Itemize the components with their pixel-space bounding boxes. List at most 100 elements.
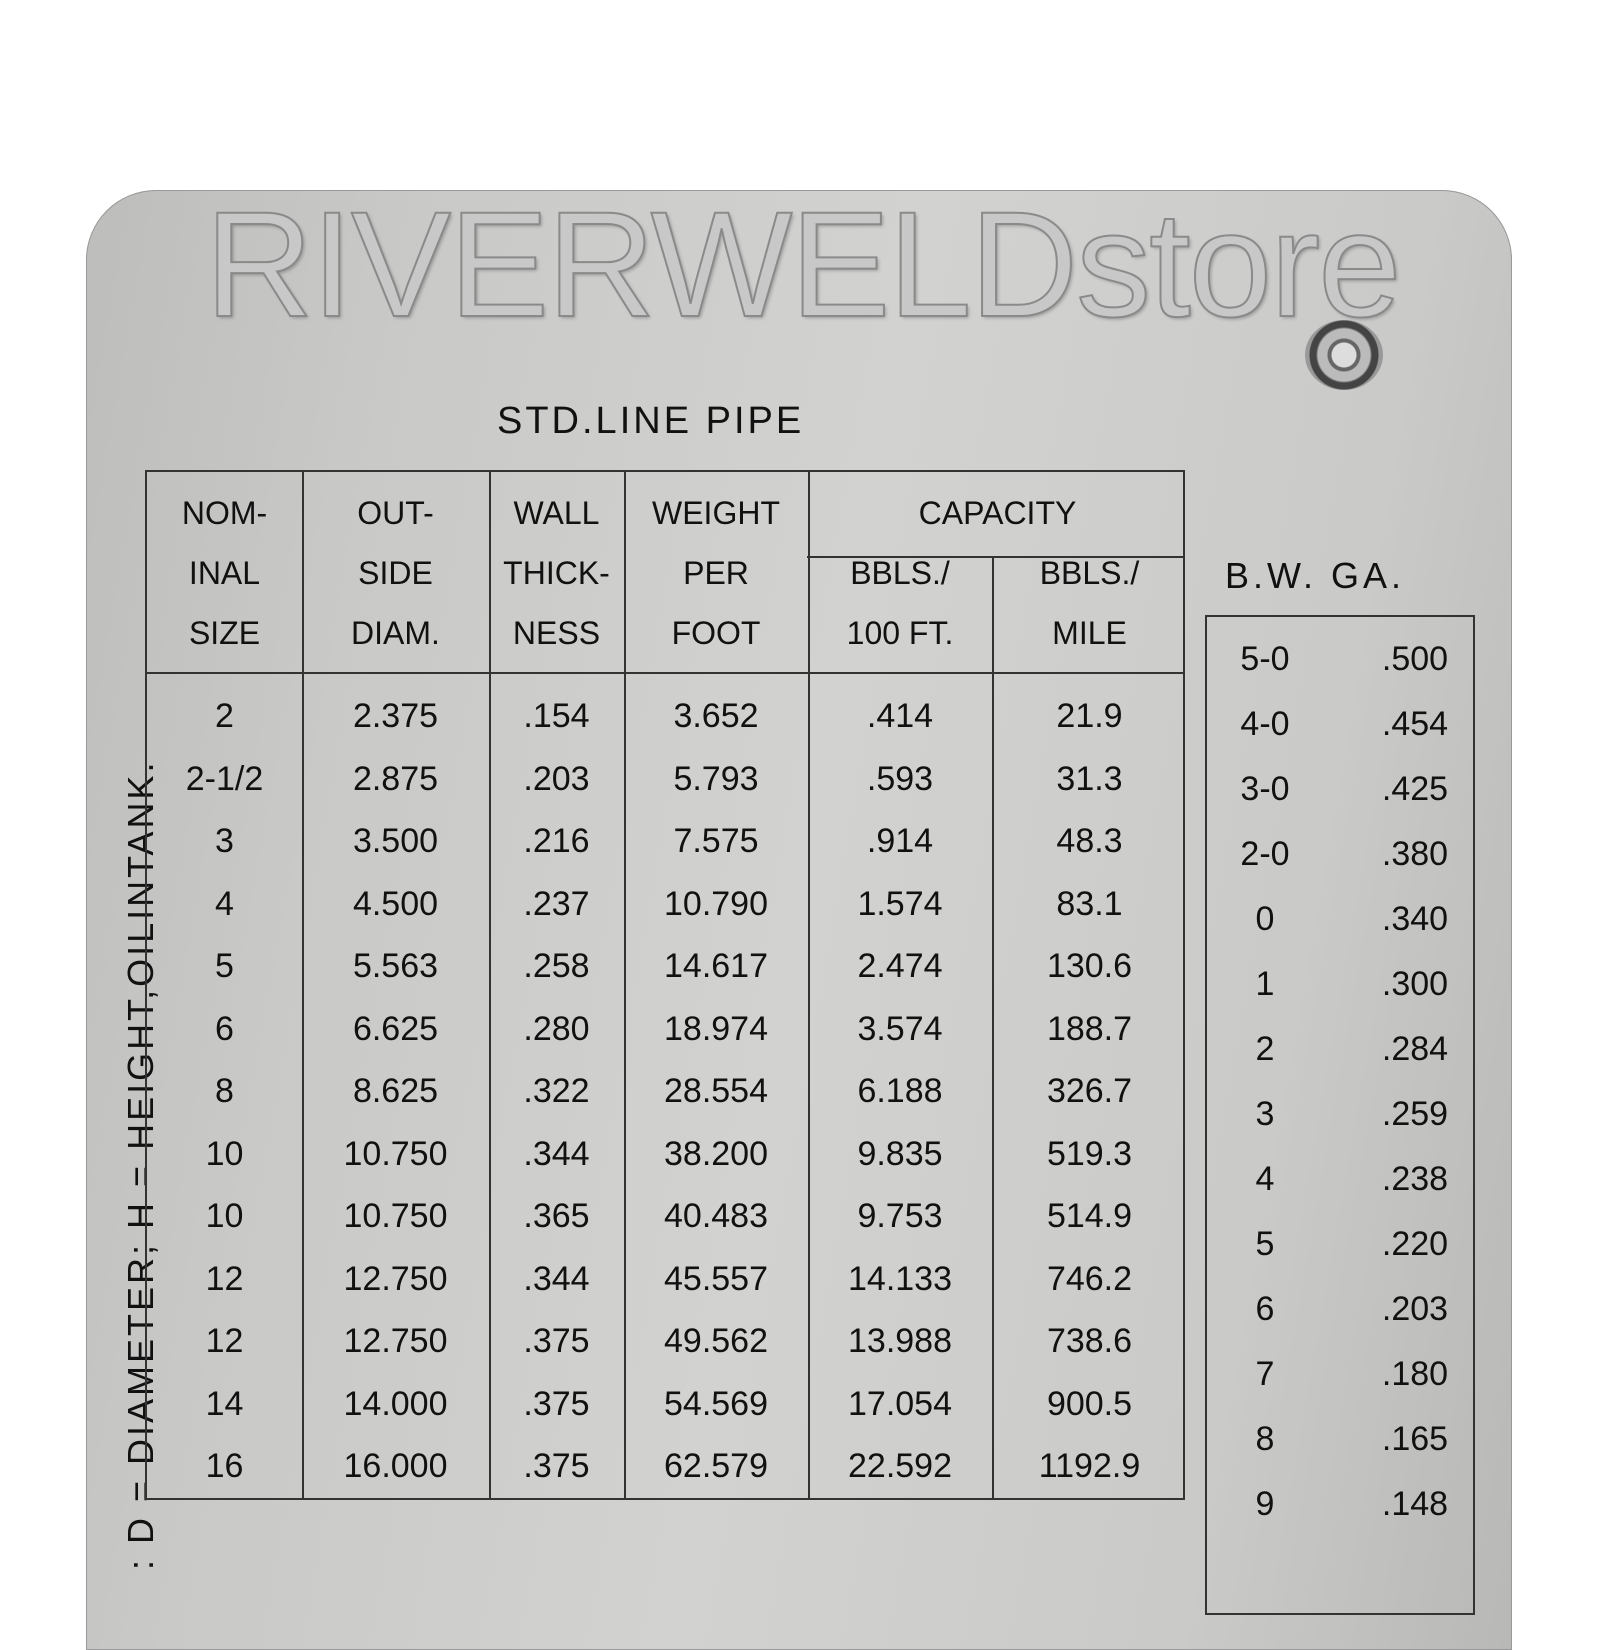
- bw-cell: 3: [1255, 1095, 1275, 1133]
- table-cell: 14.133: [848, 1259, 952, 1298]
- table-cell: 14.000: [343, 1384, 448, 1423]
- bw-header: B.W. GA.: [1225, 555, 1406, 596]
- table-cell: .375: [523, 1447, 590, 1485]
- table-cell: 16: [205, 1447, 244, 1485]
- table-cell: .593: [866, 759, 934, 798]
- bw-cell: .500: [1381, 640, 1449, 678]
- watermark: RIVERWELDstore: [204, 179, 1403, 349]
- table-cell: .375: [523, 1322, 590, 1360]
- table-cell: 326.7: [1046, 1072, 1133, 1110]
- bw-cell: 5-0: [1240, 640, 1290, 678]
- table-cell: 31.3: [1056, 759, 1123, 798]
- column-header: PER: [683, 555, 749, 591]
- table-cell: 3.652: [673, 697, 759, 735]
- table-cell: 10.790: [664, 884, 768, 923]
- table-cell: 1192.9: [1038, 1447, 1141, 1485]
- table-cell: 4: [215, 884, 234, 923]
- column-header: SIDE: [358, 555, 433, 591]
- table-cell: .914: [866, 822, 934, 860]
- bw-cell: .203: [1381, 1290, 1449, 1328]
- table-cell: 2.875: [352, 759, 439, 798]
- column-header: FOOT: [671, 615, 761, 651]
- table-cell: .322: [523, 1072, 590, 1110]
- bw-cell: .300: [1381, 965, 1449, 1003]
- bw-cell: .165: [1381, 1420, 1449, 1458]
- table-cell: 14: [205, 1384, 244, 1423]
- table-cell: .280: [523, 1009, 590, 1048]
- table-cell: 10.750: [343, 1197, 448, 1235]
- column-header: INAL: [188, 555, 261, 591]
- column-header: THICK-: [503, 555, 610, 591]
- table-cell: 2: [215, 697, 234, 735]
- table-cell: .216: [523, 822, 590, 860]
- table-cell: 2.474: [857, 947, 943, 985]
- table-cell: 130.6: [1046, 947, 1133, 985]
- column-header: NOM-: [181, 495, 268, 531]
- rivet-icon: [1305, 320, 1383, 390]
- table-cell: 49.562: [664, 1322, 768, 1360]
- table-cell: 2-1/2: [185, 759, 264, 798]
- column-header: DIAM.: [351, 615, 440, 651]
- table-cell: 10.750: [343, 1134, 448, 1173]
- bw-cell: 7: [1255, 1355, 1275, 1393]
- table-cell: 9.753: [857, 1197, 943, 1235]
- bw-cell: 1: [1255, 965, 1275, 1003]
- bw-cell: .180: [1381, 1355, 1449, 1393]
- table-cell: 6.188: [857, 1072, 943, 1110]
- column-divider: [624, 472, 626, 1498]
- bw-cell: .380: [1381, 835, 1449, 873]
- bw-cell: .340: [1381, 900, 1449, 938]
- table-cell: .344: [523, 1134, 590, 1173]
- table-cell: 5.563: [352, 947, 439, 985]
- table-cell: 8: [215, 1072, 234, 1110]
- bw-cell: .238: [1381, 1160, 1449, 1198]
- column-divider: [808, 472, 810, 1498]
- table-cell: 18.974: [664, 1009, 768, 1048]
- table-cell: .154: [523, 697, 590, 735]
- column-header: WEIGHT: [652, 495, 780, 531]
- table-cell: 746.2: [1046, 1259, 1133, 1298]
- bw-cell: 6: [1255, 1290, 1275, 1328]
- bw-cell: .284: [1381, 1030, 1449, 1068]
- table-cell: 2.375: [352, 697, 439, 735]
- table-cell: 3.574: [857, 1009, 943, 1048]
- table-cell: .203: [523, 759, 590, 798]
- table-cell: 45.557: [664, 1259, 768, 1298]
- table-cell: .414: [866, 697, 934, 735]
- table-cell: 5.793: [673, 759, 759, 798]
- table-cell: 8.625: [352, 1072, 439, 1110]
- table-cell: 16.000: [343, 1447, 448, 1485]
- bw-cell: 8: [1255, 1420, 1275, 1458]
- table-cell: 900.5: [1046, 1384, 1133, 1423]
- column-divider: [302, 472, 304, 1498]
- table-cell: .344: [523, 1259, 590, 1298]
- table-cell: 48.3: [1056, 822, 1123, 860]
- bw-cell: .259: [1381, 1095, 1449, 1133]
- table-cell: 4.500: [352, 884, 439, 923]
- pipe-table: CAPACITY NOM- INAL SIZE OUT- SIDE DIAM. WALL TH…: [145, 470, 1185, 1500]
- bw-cell: 3-0: [1240, 770, 1290, 808]
- bw-cell: 2-0: [1240, 835, 1290, 873]
- table-cell: 28.554: [664, 1072, 768, 1110]
- table-cell: 738.6: [1046, 1322, 1133, 1360]
- divider: [807, 556, 1183, 558]
- table-cell: .237: [523, 884, 590, 923]
- table-cell: 3: [215, 822, 234, 860]
- bw-cell: .148: [1381, 1485, 1449, 1523]
- table-cell: 9.835: [857, 1134, 943, 1173]
- table-cell: 188.7: [1046, 1009, 1133, 1048]
- table-cell: 17.054: [848, 1384, 952, 1423]
- column-header: 100 FT.: [846, 615, 954, 651]
- column-header: BBLS./: [1039, 555, 1140, 591]
- column-header: BBLS./: [850, 555, 950, 591]
- table-cell: .258: [523, 947, 590, 985]
- bw-cell: 5: [1255, 1225, 1275, 1263]
- table-cell: 12.750: [343, 1322, 448, 1360]
- column-header: MILE: [1052, 615, 1127, 651]
- table-cell: 38.200: [664, 1134, 768, 1173]
- table-title: STD.LINE PIPE: [497, 400, 805, 442]
- table-cell: 519.3: [1046, 1134, 1133, 1173]
- bw-cell: .425: [1381, 770, 1449, 808]
- table-cell: 1.574: [857, 884, 943, 923]
- table-cell: 22.592: [848, 1447, 952, 1485]
